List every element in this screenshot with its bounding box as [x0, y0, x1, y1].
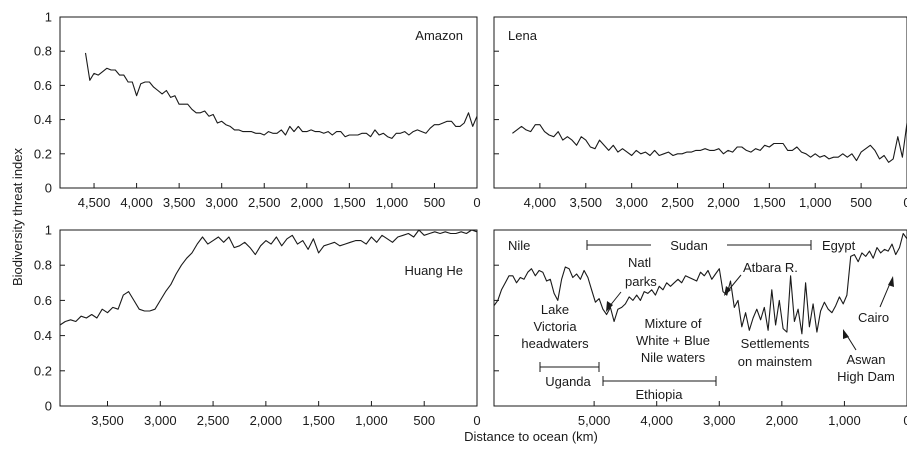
amazon-x-tick-label: 1,000 — [376, 195, 409, 210]
lena-x-tick-label: 2,000 — [707, 195, 740, 210]
natl-parks-arrowhead — [606, 301, 613, 312]
y-axis-label: Biodiversity threat index — [10, 147, 25, 286]
settlements-line-2: on mainstem — [738, 354, 812, 369]
lena-x-tick-label: 1,000 — [799, 195, 832, 210]
panel-huang-he: 0 0.2 0.4 0.6 0.8 1 3,500 3,000 2,500 2,000 1,500 1… — [34, 223, 481, 429]
nile-x-tick-label: 5,000 — [578, 413, 611, 428]
lena-x-tick-label: 4,000 — [524, 195, 557, 210]
huang-he-x-tick-label: 2,000 — [250, 413, 283, 428]
amazon-x-tick-label: 4,500 — [78, 195, 111, 210]
huang-he-x-tick-label: 500 — [413, 413, 435, 428]
natl-parks-label-line-1: Natl — [628, 255, 651, 270]
huang-he-panel-label: Huang He — [404, 263, 463, 278]
amazon-x-tick-label: 0 — [473, 195, 480, 210]
amazon-y-tick-label: 1 — [45, 10, 52, 25]
huang-he-y-tick-label: 0.4 — [34, 328, 52, 343]
amazon-x-tick-label: 2,000 — [291, 195, 324, 210]
lake-victoria-line-1: Lake — [541, 302, 569, 317]
lena-panel-label: Lena — [508, 28, 538, 43]
sudan-label: Sudan — [670, 238, 708, 253]
panel-amazon: 0 0.2 0.4 0.6 0.8 1 4,500 4,000 3,500 3,000 2,500 2… — [34, 10, 481, 211]
nile-x-tick-label: 1,000 — [828, 413, 861, 428]
lake-victoria-line-2: Victoria — [533, 319, 577, 334]
aswan-arrowhead — [843, 329, 849, 339]
amazon-y-tick-label: 0 — [45, 181, 52, 196]
huang-he-y-tick-label: 0.6 — [34, 293, 52, 308]
cairo-arrowhead — [888, 276, 894, 287]
mixture-line-1: Mixture of — [644, 316, 701, 331]
settlements-line-1: Settlements — [741, 336, 810, 351]
huang-he-series-line — [59, 229, 478, 326]
huang-he-y-tick-label: 0.2 — [34, 363, 52, 378]
panel-lena: 4,000 3,500 3,000 2,500 2,000 1,500 1,000 500 0 L… — [493, 16, 907, 210]
ethiopia-label: Ethiopia — [636, 387, 684, 402]
amazon-panel-label: Amazon — [415, 28, 463, 43]
huang-he-x-tick-label: 0 — [473, 413, 480, 428]
nile-plot-frame — [493, 229, 907, 407]
natl-parks-label-line-2: parks — [625, 274, 657, 289]
huang-he-x-tick-label: 3,500 — [91, 413, 124, 428]
huang-he-y-tick-label: 0.8 — [34, 258, 52, 273]
nile-x-tick-label: 4,000 — [640, 413, 673, 428]
lena-series-line — [512, 122, 907, 163]
lena-x-tick-label: 3,000 — [615, 195, 648, 210]
egypt-label: Egypt — [822, 238, 856, 253]
amazon-x-tick-label: 3,500 — [163, 195, 196, 210]
atbara-label: Atbara R. — [743, 260, 798, 275]
huang-he-plot-frame — [59, 229, 478, 407]
nile-series-line — [493, 232, 907, 335]
lena-x-tick-label: 0 — [903, 195, 907, 210]
x-axis-label: Distance to ocean (km) — [464, 429, 598, 444]
aswan-line-1: Aswan — [846, 352, 885, 367]
amazon-y-tick-label: 0.8 — [34, 44, 52, 59]
atbara-arrowhead — [724, 286, 731, 296]
cairo-label: Cairo — [858, 310, 889, 325]
huang-he-x-tick-label: 1,000 — [355, 413, 388, 428]
amazon-y-tick-label: 0.6 — [34, 78, 52, 93]
uganda-label: Uganda — [545, 374, 591, 389]
mixture-line-3: Nile waters — [641, 350, 706, 365]
amazon-x-tick-label: 4,000 — [120, 195, 153, 210]
nile-x-tick-label: 2,000 — [766, 413, 799, 428]
nile-x-tick-label: 0 — [903, 413, 907, 428]
amazon-x-tick-label: 1,500 — [333, 195, 366, 210]
huang-he-x-tick-label: 1,500 — [302, 413, 335, 428]
amazon-plot-frame — [59, 16, 478, 189]
lena-x-tick-label: 1,500 — [753, 195, 786, 210]
amazon-series-line — [84, 52, 478, 139]
lena-plot-frame — [493, 16, 907, 189]
lena-x-tick-label: 3,500 — [570, 195, 603, 210]
amazon-y-tick-label: 0.2 — [34, 146, 52, 161]
amazon-x-tick-label: 2,500 — [248, 195, 281, 210]
panel-nile: 5,000 4,000 3,000 2,000 1,000 0 Nile — [493, 229, 907, 428]
huang-he-x-tick-label: 2,500 — [197, 413, 230, 428]
lena-x-tick-label: 2,500 — [661, 195, 694, 210]
amazon-y-tick-label: 0.4 — [34, 112, 52, 127]
amazon-x-tick-label: 3,000 — [205, 195, 238, 210]
mixture-line-2: White + Blue — [636, 333, 710, 348]
huang-he-y-tick-label: 0 — [45, 399, 52, 414]
nile-annotations: Sudan Egypt Atbara R. Natl parks Lake Vi… — [521, 238, 895, 402]
amazon-x-tick-label: 500 — [424, 195, 446, 210]
aswan-line-2: High Dam — [837, 369, 895, 384]
nile-panel-label: Nile — [508, 238, 530, 253]
huang-he-x-tick-label: 3,000 — [144, 413, 177, 428]
lena-x-tick-label: 500 — [850, 195, 872, 210]
nile-x-tick-label: 3,000 — [703, 413, 736, 428]
huang-he-y-tick-label: 1 — [45, 223, 52, 238]
lake-victoria-line-3: headwaters — [521, 336, 589, 351]
